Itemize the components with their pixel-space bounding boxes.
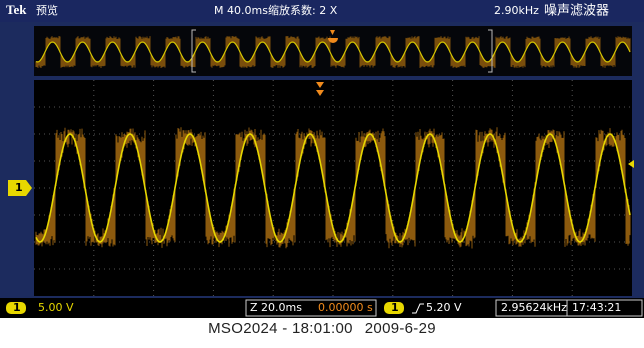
channel-scale: 5.00 V	[38, 301, 74, 314]
filter-label: 噪声滤波器	[544, 4, 609, 19]
frequency: 2.95624kHz	[501, 301, 567, 314]
filter-frequency: 2.90kHz	[494, 4, 539, 17]
caption-model: MSO2024 - 18:01:00	[208, 320, 353, 337]
page: {"header":{"brand":"Tek","mode":"预览","ti…	[0, 0, 644, 348]
channel-badge: 1	[13, 301, 21, 314]
zoom-scale: Z 20.0ms	[250, 301, 302, 314]
position: 0.00000 s	[318, 301, 373, 314]
scope-screen: Tek 预览 M 40.0ms 缩放系数: 2 X 2.90kHz 噪声滤波器 …	[0, 0, 644, 318]
trigger-badge: 1	[391, 301, 399, 314]
caption: MSO2024 - 18:01:00 2009-6-29	[0, 320, 644, 337]
mode: 预览	[36, 3, 58, 17]
caption-date: 2009-6-29	[365, 320, 436, 337]
brand: Tek	[6, 2, 27, 17]
graticule	[34, 80, 632, 296]
clock: 17:43:21	[572, 301, 621, 314]
channel-marker: 1	[15, 181, 23, 194]
zoom-factor: 缩放系数: 2 X	[268, 3, 338, 17]
timebase: M 40.0ms	[214, 4, 268, 17]
trigger-level: 5.20 V	[426, 301, 462, 314]
